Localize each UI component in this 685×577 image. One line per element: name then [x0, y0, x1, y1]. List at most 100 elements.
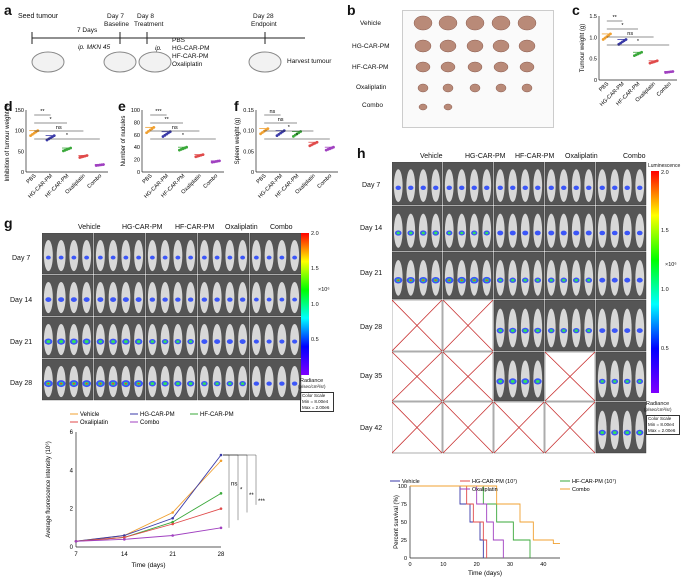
- x-tick-label: 14: [121, 552, 128, 558]
- signal-blob: [266, 339, 272, 344]
- x-tick-label: 40: [540, 562, 546, 568]
- treatment-label: Treatment: [134, 21, 164, 28]
- signal-blob: [497, 230, 504, 236]
- signal-core: [625, 431, 630, 435]
- signal-core: [71, 340, 76, 344]
- series-point: [219, 526, 223, 530]
- signal-blob: [611, 277, 618, 283]
- signal-blob: [239, 339, 246, 344]
- series-point: [219, 492, 223, 495]
- y-axis-label: Tumour weight (g): [580, 24, 586, 72]
- signal-blob: [97, 297, 104, 302]
- cross-line: [392, 401, 443, 454]
- signal-hot: [137, 382, 140, 385]
- series-point: [123, 536, 126, 539]
- h-colorscale-box: [646, 415, 680, 435]
- signal-core: [188, 340, 193, 343]
- signal-blob: [136, 255, 142, 260]
- b-row-ox: Oxaliplatin: [356, 84, 387, 91]
- series-line: [75, 527, 222, 542]
- signal-blob: [110, 255, 116, 260]
- signal-blob: [45, 255, 51, 260]
- signal-core: [613, 380, 617, 383]
- signal-core: [600, 431, 605, 435]
- significance-label: ns: [231, 482, 237, 488]
- legend-label: Oxaliplatin: [80, 420, 108, 426]
- signal-core: [549, 329, 553, 332]
- signal-core: [228, 382, 232, 385]
- y-axis-label: Number of nudules: [121, 116, 127, 167]
- signal-blob: [446, 185, 452, 190]
- survival-curve: [410, 485, 484, 558]
- signal-blob: [266, 255, 272, 260]
- signal-blob: [611, 230, 618, 236]
- signal-core: [163, 340, 167, 343]
- signal-core: [638, 380, 642, 383]
- signal-blob: [58, 297, 65, 302]
- ip-label: ip. MKN 45: [78, 44, 111, 51]
- significance-label: ns: [56, 125, 62, 131]
- y-tick-label: 1.5: [589, 14, 597, 20]
- series-line: [75, 454, 222, 542]
- cross-line: [392, 299, 443, 352]
- signal-blob: [599, 328, 606, 333]
- endpoint-label: Endpoint: [251, 21, 277, 28]
- h-row-day7: Day 7: [362, 182, 381, 189]
- signal-blob: [227, 255, 233, 260]
- signal-blob: [522, 230, 529, 236]
- y-tick-label: 0: [251, 170, 254, 176]
- b-row-vehicle: Vehicle: [360, 20, 381, 27]
- chart-h-survival: 0 25 50 75 100 0 10 20 30 40 Time (days) Percent su…: [390, 478, 616, 577]
- significance-label: ns: [627, 31, 633, 37]
- signal-blob: [226, 339, 233, 344]
- signal-hot: [434, 279, 437, 282]
- series-line: [75, 508, 222, 542]
- g-row-day14: Day 14: [10, 297, 33, 304]
- g-colorscale-box: [300, 392, 334, 412]
- h-scale-unit: Radiance: [646, 401, 670, 407]
- harvest-label: Harvest tumour: [287, 58, 332, 65]
- signal-blob: [253, 255, 259, 260]
- signal-blob: [45, 297, 52, 302]
- g-colorbar: [301, 233, 309, 375]
- signal-hot: [85, 382, 88, 385]
- signal-hot: [422, 279, 425, 282]
- signal-blob: [122, 297, 129, 302]
- signal-core: [498, 379, 503, 383]
- y-tick-label: 50: [18, 149, 24, 155]
- mouse: [108, 239, 118, 272]
- signal-hot: [112, 382, 115, 385]
- signal-core: [176, 340, 180, 343]
- cross-line: [392, 351, 443, 402]
- signal-core: [625, 380, 629, 383]
- series-point: [123, 534, 126, 537]
- category-label: PBS: [142, 173, 154, 185]
- y-tick-label: 75: [401, 502, 407, 508]
- mouse: [251, 281, 261, 314]
- series-point: [171, 534, 174, 537]
- g-tick-05: 0.5: [311, 337, 319, 343]
- signal-blob: [279, 381, 285, 386]
- legend-label: HF-CAR-PM: [200, 412, 234, 418]
- mouse: [290, 281, 300, 314]
- signal-blob: [408, 185, 414, 190]
- signal-core: [523, 379, 528, 383]
- signal-blob: [266, 297, 272, 302]
- signal-core: [587, 278, 591, 282]
- y-tick-label: 100: [15, 129, 24, 135]
- mouse: [290, 323, 300, 356]
- signal-blob: [484, 185, 490, 190]
- mouse: [622, 308, 632, 348]
- mouse: [134, 239, 144, 272]
- g-col-ox: Oxaliplatin: [225, 224, 258, 231]
- signal-hot: [448, 279, 451, 282]
- tumour-photo-svg: [413, 15, 537, 111]
- cross-line: [544, 401, 596, 454]
- panel-label-f: f: [234, 98, 239, 114]
- signal-core: [421, 231, 425, 235]
- significance-label: *: [288, 125, 291, 131]
- signal-blob: [599, 277, 606, 283]
